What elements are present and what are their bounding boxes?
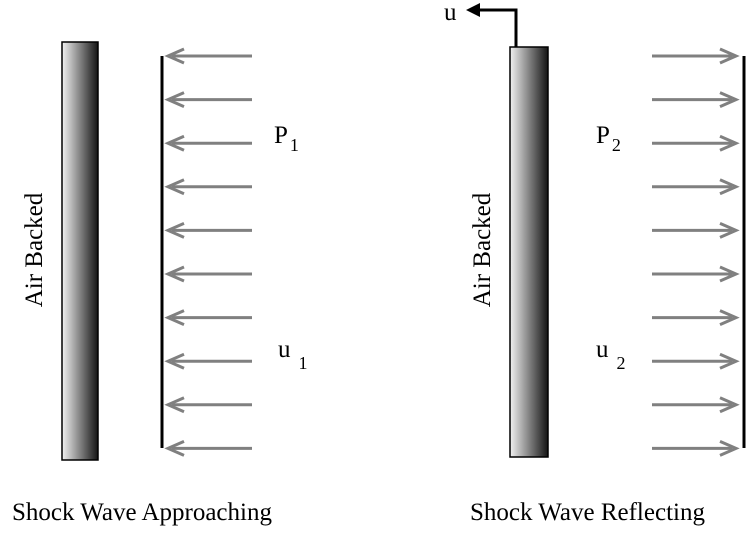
caption-approaching: Shock Wave Approaching <box>12 499 272 526</box>
pressure-arrow <box>652 352 740 370</box>
pressure-subscript: 2 <box>612 135 621 155</box>
pressure-symbol: P <box>596 122 610 149</box>
pressure-arrow <box>652 309 740 326</box>
velocity-subscript: 2 <box>617 353 626 373</box>
pressure-arrow <box>652 440 740 457</box>
pressure-subscript: 1 <box>290 135 299 155</box>
reflected-arrows <box>652 47 740 457</box>
velocity-symbol: u <box>596 336 609 363</box>
pressure-arrow <box>652 47 740 65</box>
pressure-arrow <box>164 265 252 283</box>
pressure-arrow <box>164 440 252 457</box>
pressure-arrow <box>652 396 740 414</box>
velocity-symbol: u <box>278 336 291 363</box>
pressure-arrow <box>652 265 740 283</box>
pressure-arrow <box>652 134 740 152</box>
air-backed-plate <box>61 41 99 461</box>
pressure-arrow <box>164 178 252 196</box>
pressure-arrow <box>164 47 252 65</box>
velocity-subscript: 1 <box>299 353 308 373</box>
pressure-arrow <box>164 222 252 239</box>
pressure-arrow <box>652 222 740 239</box>
pressure-symbol: P <box>274 122 288 149</box>
pressure-arrow <box>164 91 252 108</box>
pressure-arrow <box>164 352 252 370</box>
pressure-arrow <box>652 178 740 196</box>
pressure-arrow <box>164 134 252 152</box>
caption-reflecting: Shock Wave Reflecting <box>470 499 705 526</box>
plate-label: Air Backed <box>21 192 48 307</box>
incident-arrows <box>164 47 252 457</box>
pressure-arrow <box>164 396 252 414</box>
plate-label: Air Backed <box>469 192 496 307</box>
plate-velocity-arrow <box>466 3 518 47</box>
air-backed-plate <box>509 46 549 458</box>
pressure-arrow <box>652 91 740 108</box>
plate-velocity-label: u <box>444 0 457 26</box>
pressure-arrow <box>164 309 252 326</box>
